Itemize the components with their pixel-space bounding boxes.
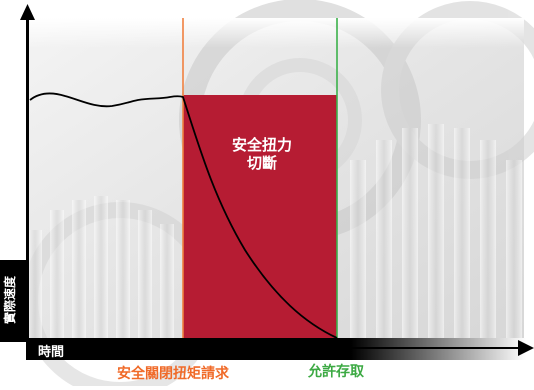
zone-label-line1: 安全扭力 xyxy=(232,136,292,154)
y-axis-label: 實際速度 xyxy=(2,275,17,324)
sto-request-label: 安全關閉扭矩請求 xyxy=(117,365,230,382)
safe-torque-off-zone xyxy=(183,95,337,338)
zone-label-line2: 切斷 xyxy=(247,154,277,172)
gear-background xyxy=(22,0,534,390)
y-label-strip xyxy=(0,260,26,342)
x-axis-label: 時間 xyxy=(38,344,64,360)
gear-teeth-row xyxy=(28,124,522,356)
y-axis xyxy=(20,4,35,360)
access-allowed-label: 允許存取 xyxy=(307,363,365,380)
x-axis xyxy=(26,338,534,360)
speed-curve xyxy=(29,92,338,339)
